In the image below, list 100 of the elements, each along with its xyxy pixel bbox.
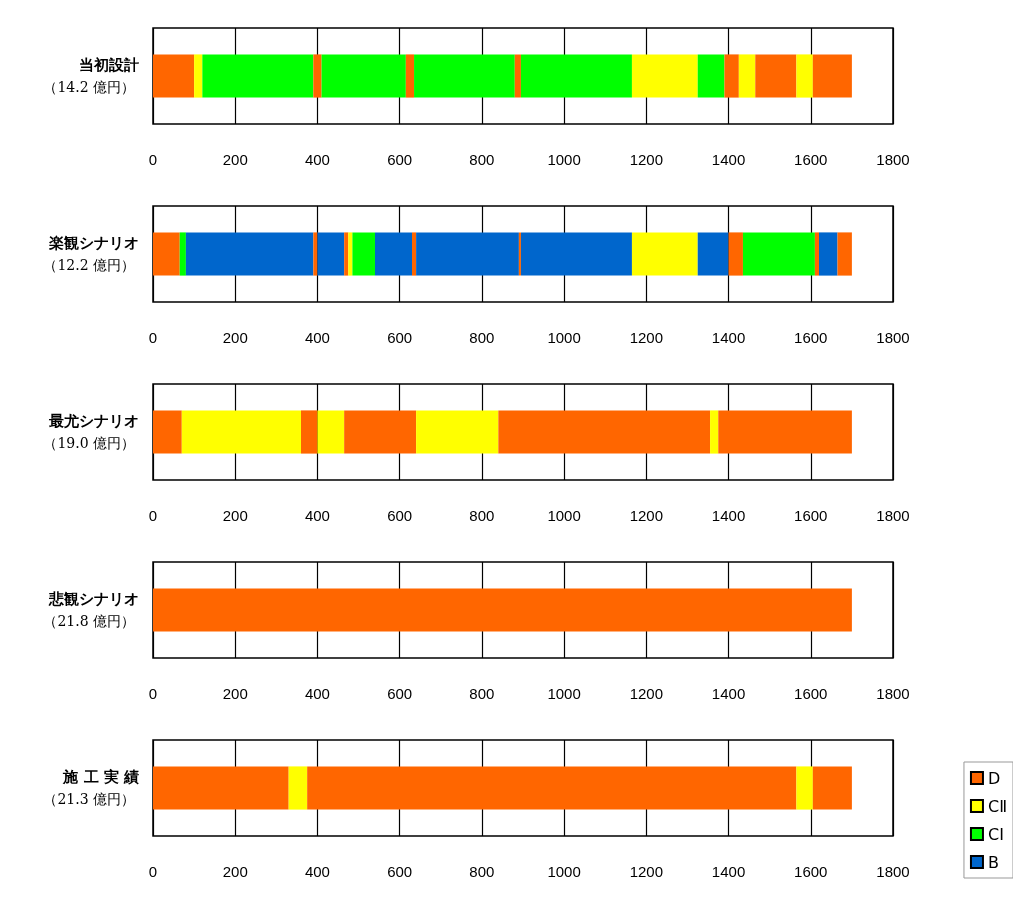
bar [352, 232, 375, 276]
bar [796, 54, 813, 98]
x-tick-label: 1800 [876, 329, 910, 346]
x-tick-label: 800 [469, 507, 495, 524]
bar [307, 766, 797, 810]
x-tick-label: 1600 [794, 329, 828, 346]
bar [728, 232, 743, 276]
bar [514, 54, 521, 98]
bar [718, 410, 852, 454]
bar [153, 54, 195, 98]
text: （21.3 億円） [43, 791, 135, 807]
bar [194, 54, 203, 98]
y-tick-label: 楽観シナリオ [48, 233, 139, 252]
text: （12.2 億円） [43, 257, 135, 273]
bar [814, 232, 819, 276]
text: （21.8 億円） [43, 613, 135, 629]
bar [631, 232, 698, 276]
x-tick-label: 600 [387, 329, 413, 346]
x-tick-label: 200 [222, 151, 248, 168]
x-tick-label: 1200 [629, 151, 664, 168]
bar [313, 54, 322, 98]
text: （14.2 億円） [43, 79, 135, 95]
bar [416, 232, 519, 276]
bar [416, 410, 499, 454]
bar [288, 766, 308, 810]
x-tick-label: 1200 [629, 329, 664, 346]
x-tick-label: 0 [148, 151, 158, 168]
x-tick-label: 1400 [711, 329, 746, 346]
bar [697, 232, 729, 276]
bar [185, 232, 314, 276]
x-tick-label: 1800 [876, 507, 910, 524]
bar [697, 54, 725, 98]
bar [412, 232, 417, 276]
x-tick-label: 200 [222, 863, 248, 880]
x-tick-label: 400 [304, 329, 330, 346]
x-tick-label: 600 [387, 151, 413, 168]
x-tick-label: 0 [148, 863, 158, 880]
x-tick-label: 1200 [629, 685, 664, 702]
y-tick-label: 当初設計 [79, 55, 139, 74]
bar [202, 54, 314, 98]
bar [812, 766, 852, 810]
x-tick-label: 1400 [711, 685, 746, 702]
x-tick-label: 1000 [547, 685, 581, 702]
x-tick-label: 800 [469, 329, 495, 346]
bar [520, 54, 632, 98]
bar [724, 54, 739, 98]
bar [742, 232, 815, 276]
x-tick-label: 1800 [876, 151, 910, 168]
x-tick-label: 400 [304, 863, 330, 880]
bar [348, 232, 353, 276]
bar [153, 232, 180, 276]
bar [520, 232, 632, 276]
bar [344, 410, 417, 454]
bar [179, 232, 186, 276]
bar [153, 766, 289, 810]
legend-label: D [987, 768, 1001, 788]
x-tick-label: 1000 [547, 507, 581, 524]
bar [313, 232, 318, 276]
x-tick-label: 1600 [794, 863, 828, 880]
bar [755, 54, 797, 98]
bar [498, 410, 711, 454]
x-tick-label: 1600 [794, 151, 828, 168]
legend-label: CⅠ [987, 824, 1004, 844]
x-tick-label: 200 [222, 329, 248, 346]
x-tick-label: 1000 [547, 863, 581, 880]
bar [153, 410, 182, 454]
x-tick-label: 1800 [876, 685, 910, 702]
x-tick-label: 0 [148, 685, 158, 702]
x-tick-label: 1400 [711, 507, 746, 524]
x-tick-label: 800 [469, 151, 495, 168]
x-tick-label: 800 [469, 863, 495, 880]
bar [518, 232, 521, 276]
bar [181, 410, 301, 454]
y-tick-label: 最尤シナリオ [48, 411, 139, 430]
x-tick-label: 0 [148, 507, 158, 524]
bar [301, 410, 318, 454]
x-tick-label: 1800 [876, 863, 910, 880]
bar [812, 54, 852, 98]
x-tick-label: 400 [304, 151, 330, 168]
x-tick-label: 1200 [629, 507, 664, 524]
bar [321, 54, 406, 98]
x-tick-label: 400 [304, 507, 330, 524]
bar [710, 410, 719, 454]
bar [631, 54, 698, 98]
bar [317, 232, 345, 276]
x-tick-label: 600 [387, 507, 413, 524]
x-tick-label: 1600 [794, 685, 828, 702]
legend-label: B [987, 852, 999, 872]
x-tick-label: 400 [304, 685, 330, 702]
x-tick-label: 800 [469, 685, 495, 702]
x-tick-label: 1000 [547, 329, 581, 346]
bar [317, 410, 345, 454]
x-tick-label: 200 [222, 507, 248, 524]
x-tick-label: 1200 [629, 863, 664, 880]
x-tick-label: 1400 [711, 151, 746, 168]
bar [414, 54, 515, 98]
x-tick-label: 0 [148, 329, 158, 346]
bar [375, 232, 412, 276]
bar [405, 54, 415, 98]
x-tick-label: 1400 [711, 863, 746, 880]
